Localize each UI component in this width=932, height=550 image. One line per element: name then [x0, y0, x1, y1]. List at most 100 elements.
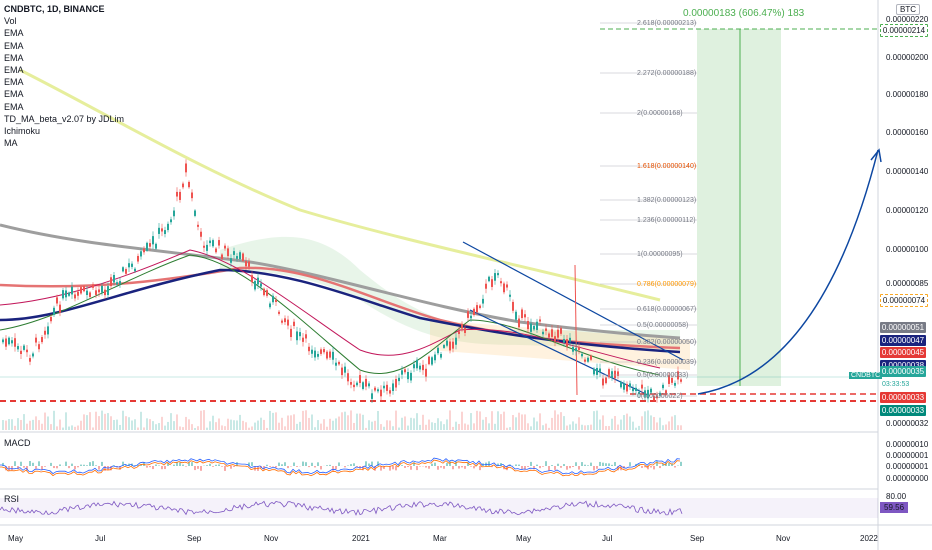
candle-body [32, 353, 34, 357]
volume-bar [26, 423, 28, 430]
volume-bar [344, 411, 346, 430]
volume-bar [224, 426, 226, 430]
legend-ma[interactable]: MA [4, 138, 18, 149]
candle-body [110, 277, 112, 287]
candle-body [485, 283, 487, 289]
candle-body [263, 288, 265, 296]
volume-bar [470, 413, 472, 430]
candle-body [614, 370, 616, 379]
volume-bar [242, 420, 244, 430]
volume-bar [23, 414, 25, 430]
volume-bar [332, 420, 334, 430]
volume-bar [437, 418, 439, 430]
legend-ichimoku[interactable]: Ichimoku [4, 126, 41, 137]
price-tick-label: 0.00000180 [886, 90, 929, 99]
candle-body [50, 316, 52, 322]
candle-body [437, 347, 439, 354]
volume-bar [593, 411, 595, 430]
legend-td-ma[interactable]: TD_MA_beta_v2.07 by JDLim [4, 113, 125, 124]
volume-bar [191, 424, 193, 430]
macd-histogram-bar [179, 462, 181, 466]
candle-body [77, 291, 79, 296]
volume-bar [335, 418, 337, 430]
candle-body [155, 243, 157, 249]
candle-body [113, 274, 115, 283]
volume-bar [440, 421, 442, 430]
macd-histogram-bar [350, 464, 352, 466]
macd-label[interactable]: MACD [4, 438, 31, 448]
volume-bar [575, 423, 577, 430]
macd-histogram-bar [113, 465, 115, 466]
candle-body [548, 333, 550, 338]
candle-body [26, 349, 28, 353]
macd-histogram-bar [329, 464, 331, 466]
macd-histogram-bar [371, 461, 373, 466]
candle-body [68, 292, 70, 296]
candle-body [293, 321, 295, 327]
macd-histogram-bar [464, 466, 466, 469]
candle-body [521, 309, 523, 319]
macd-histogram-bar [569, 466, 571, 469]
volume-bar [20, 419, 22, 430]
macd-histogram-bar [353, 463, 355, 466]
candle-body [86, 290, 88, 296]
ichimoku-cloud [220, 236, 680, 350]
legend-ema-4[interactable]: EMA [4, 65, 24, 76]
ema-navy [0, 268, 681, 354]
legend-ema-1[interactable]: EMA [4, 28, 24, 39]
macd-histogram-bar [44, 466, 46, 467]
candle-body [386, 384, 388, 391]
rsi-label[interactable]: RSI [4, 494, 20, 504]
macd-histogram-bar [20, 461, 22, 466]
volume-bar [275, 412, 277, 430]
fib-label: 1.236(0.00000112) [637, 217, 696, 224]
candle-body [518, 318, 520, 328]
candle-body [380, 389, 382, 397]
legend-ema-2[interactable]: EMA [4, 40, 24, 51]
volume-bar [341, 412, 343, 430]
volume-bar [89, 412, 91, 430]
candle-body [164, 230, 166, 235]
legend-vol[interactable]: Vol [4, 16, 17, 27]
price-tag: 0.00000051 [880, 322, 926, 333]
rsi-pane: 80.00 59.56 [0, 492, 908, 518]
macd-histogram-bar [14, 461, 16, 466]
volume-bar [290, 415, 292, 430]
volume-bar [530, 426, 532, 430]
rsi-value-label: 59.56 [884, 503, 905, 512]
macd-histogram-bar [320, 466, 322, 470]
legend-ema-3[interactable]: EMA [4, 52, 24, 63]
volume-bar [473, 423, 475, 430]
volume-bar [401, 417, 403, 430]
volume-bar [368, 420, 370, 430]
volume-bar [41, 423, 43, 430]
volume-bar [281, 417, 283, 430]
candle-body [422, 364, 424, 371]
candle-body [173, 210, 175, 217]
macd-histogram-bar [17, 466, 19, 470]
candle-body [635, 387, 637, 392]
currency-badge[interactable]: BTC [896, 4, 920, 15]
macd-histogram-bar [263, 466, 265, 470]
macd-histogram-bar [212, 466, 214, 467]
volume-bar [227, 418, 229, 430]
volume-bar [533, 417, 535, 430]
time-tick-label: Sep [187, 534, 202, 543]
macd-histogram-bar [248, 462, 250, 466]
volume-bar [308, 417, 310, 430]
candle-body [161, 228, 163, 232]
legend-ema-6[interactable]: EMA [4, 89, 24, 100]
macd-histogram-bar [572, 466, 574, 467]
candle-body [314, 350, 316, 358]
candle-body [488, 276, 490, 282]
volume-bar [554, 410, 556, 430]
legend-ema-7[interactable]: EMA [4, 101, 24, 112]
projection-arrowhead [870, 148, 882, 163]
candle-body [551, 329, 553, 337]
volume-bar [233, 420, 235, 430]
candle-body [230, 258, 232, 263]
volume-bar [185, 416, 187, 430]
macd-histogram-bar [587, 465, 589, 466]
legend-ema-5[interactable]: EMA [4, 77, 24, 88]
macd-histogram-bar [533, 466, 535, 470]
